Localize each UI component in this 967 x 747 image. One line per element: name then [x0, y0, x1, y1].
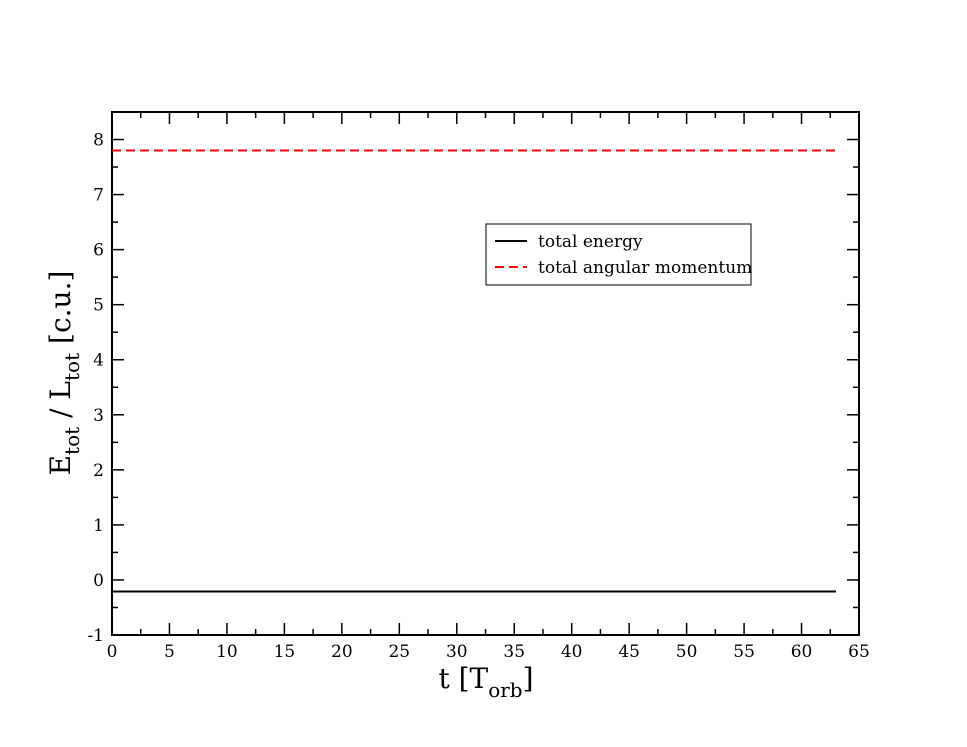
y-tick-label: 7: [93, 186, 104, 206]
y-tick-label: 3: [93, 406, 104, 426]
x-tick-label: 65: [848, 642, 870, 662]
x-tick-label: 15: [274, 642, 296, 662]
tick-marks: [111, 111, 860, 636]
y-axis-label: Etot / Ltot [c.u.]: [44, 271, 84, 476]
x-axis-label: t [Torb]: [438, 662, 533, 702]
y-tick-label: -1: [87, 626, 104, 646]
y-tick-label: 0: [93, 571, 104, 591]
legend-box: [485, 223, 752, 286]
y-tick-label: 6: [93, 241, 104, 261]
legend-label-total-energy: total energy: [538, 232, 643, 252]
x-tick-label: 45: [618, 642, 640, 662]
x-tick-label: 5: [164, 642, 175, 662]
x-tick-label: 55: [733, 642, 755, 662]
x-tick-label: 40: [561, 642, 583, 662]
plot-frame: [111, 111, 860, 636]
x-tick-label: 50: [676, 642, 698, 662]
legend: total energy total angular momentum: [485, 223, 752, 286]
x-tick-label: 60: [791, 642, 813, 662]
y-tick-label: 2: [93, 461, 104, 481]
series-layer: [112, 149, 836, 593]
y-tick-label: 8: [93, 131, 104, 151]
x-tick-label: 25: [388, 642, 410, 662]
y-tick-label: 1: [93, 516, 104, 536]
legend-label-total-angular-momentum: total angular momentum: [538, 258, 752, 278]
x-tick-label: 20: [331, 642, 353, 662]
y-tick-label: 5: [93, 296, 104, 316]
x-tick-label: 10: [216, 642, 238, 662]
x-tick-label: 30: [446, 642, 468, 662]
x-tick-label: 0: [107, 642, 118, 662]
x-tick-label: 35: [503, 642, 525, 662]
y-tick-label: 4: [93, 351, 104, 371]
